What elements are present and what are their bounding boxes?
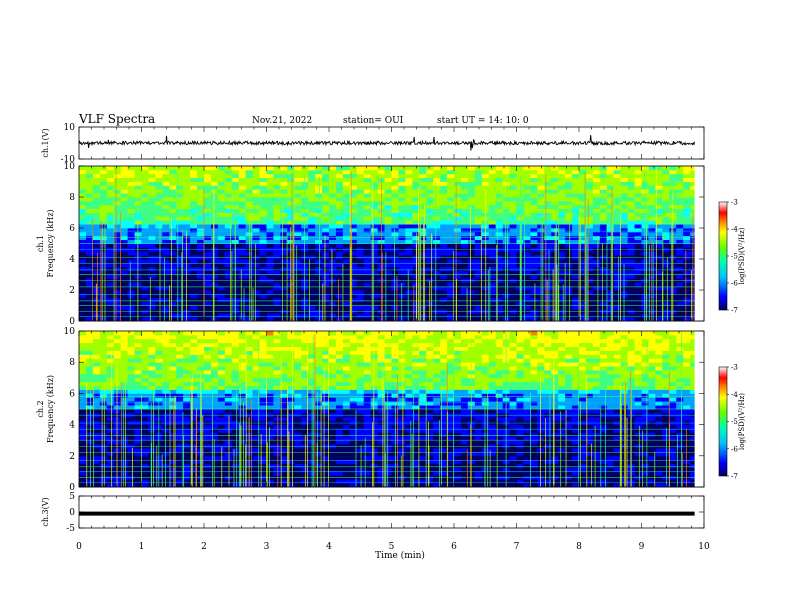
x-tick-label: 10	[698, 542, 710, 552]
x-tick-label: 0	[76, 542, 82, 552]
y-tick-label: -5	[66, 524, 75, 534]
y-tick-label: 2	[69, 452, 75, 462]
ch3-trace	[79, 512, 695, 516]
y-tick-label: 0	[69, 317, 75, 327]
y-axis-label: Frequency (kHz)	[46, 209, 55, 277]
colorbar-label: log(PSD)(V²/Hz)	[738, 393, 746, 450]
colorbar-tick-label: -7	[731, 307, 738, 315]
y-tick-label: 0	[69, 508, 75, 518]
y-tick-label: 8	[69, 358, 75, 368]
station-label: station= OUI	[343, 116, 404, 126]
y-tick-label: 10	[64, 123, 76, 133]
colorbar-tick-label: -7	[731, 473, 738, 481]
colorbar-tick-label: -3	[731, 199, 738, 207]
colorbar-tick-label: -3	[731, 364, 738, 372]
colorbar-label: log(PSD)(V²/Hz)	[738, 227, 746, 284]
blank-margin	[695, 331, 704, 487]
y-tick-label: 6	[69, 389, 75, 399]
x-axis-label: Time (min)	[375, 550, 425, 561]
x-tick-label: 9	[639, 542, 645, 552]
x-tick-label: 4	[326, 542, 332, 552]
y-axis-label: ch.3(V)	[41, 497, 50, 526]
x-tick-label: 1	[139, 542, 145, 552]
start-time-label: start UT = 14: 10: 0	[437, 116, 529, 126]
colorbar-gradient	[719, 367, 727, 476]
y-tick-label: 5	[69, 492, 75, 502]
y-tick-label: 6	[69, 224, 75, 234]
x-tick-label: 7	[514, 542, 520, 552]
x-tick-label: 6	[451, 542, 457, 552]
y-axis-label: ch.1	[36, 235, 45, 252]
colorbar-tick-label: -5	[731, 253, 738, 261]
y-axis-label: ch.2	[36, 400, 45, 417]
colorbar-tick-label: -5	[731, 418, 738, 426]
y-tick-label: 10	[64, 162, 76, 172]
x-tick-label: 8	[576, 542, 582, 552]
colorbar-gradient	[719, 202, 727, 310]
y-axis-label: Frequency (kHz)	[46, 375, 55, 443]
y-tick-label: 4	[69, 255, 75, 265]
ch1-trace	[79, 135, 695, 151]
date-label: Nov.21, 2022	[252, 116, 312, 126]
figure-title: VLF Spectra	[78, 112, 155, 126]
y-tick-label: 4	[69, 421, 75, 431]
y-axis-label: ch.1(V)	[41, 128, 50, 157]
ch3-waveform-panel: 5 0 -5 ch.3(V)	[41, 492, 704, 534]
y-tick-label: 2	[69, 286, 75, 296]
y-tick-label: 8	[69, 193, 75, 203]
x-tick-label: 2	[201, 542, 207, 552]
blank-margin	[695, 166, 704, 321]
x-tick-label: 3	[264, 542, 270, 552]
y-tick-label: 10	[64, 327, 76, 337]
